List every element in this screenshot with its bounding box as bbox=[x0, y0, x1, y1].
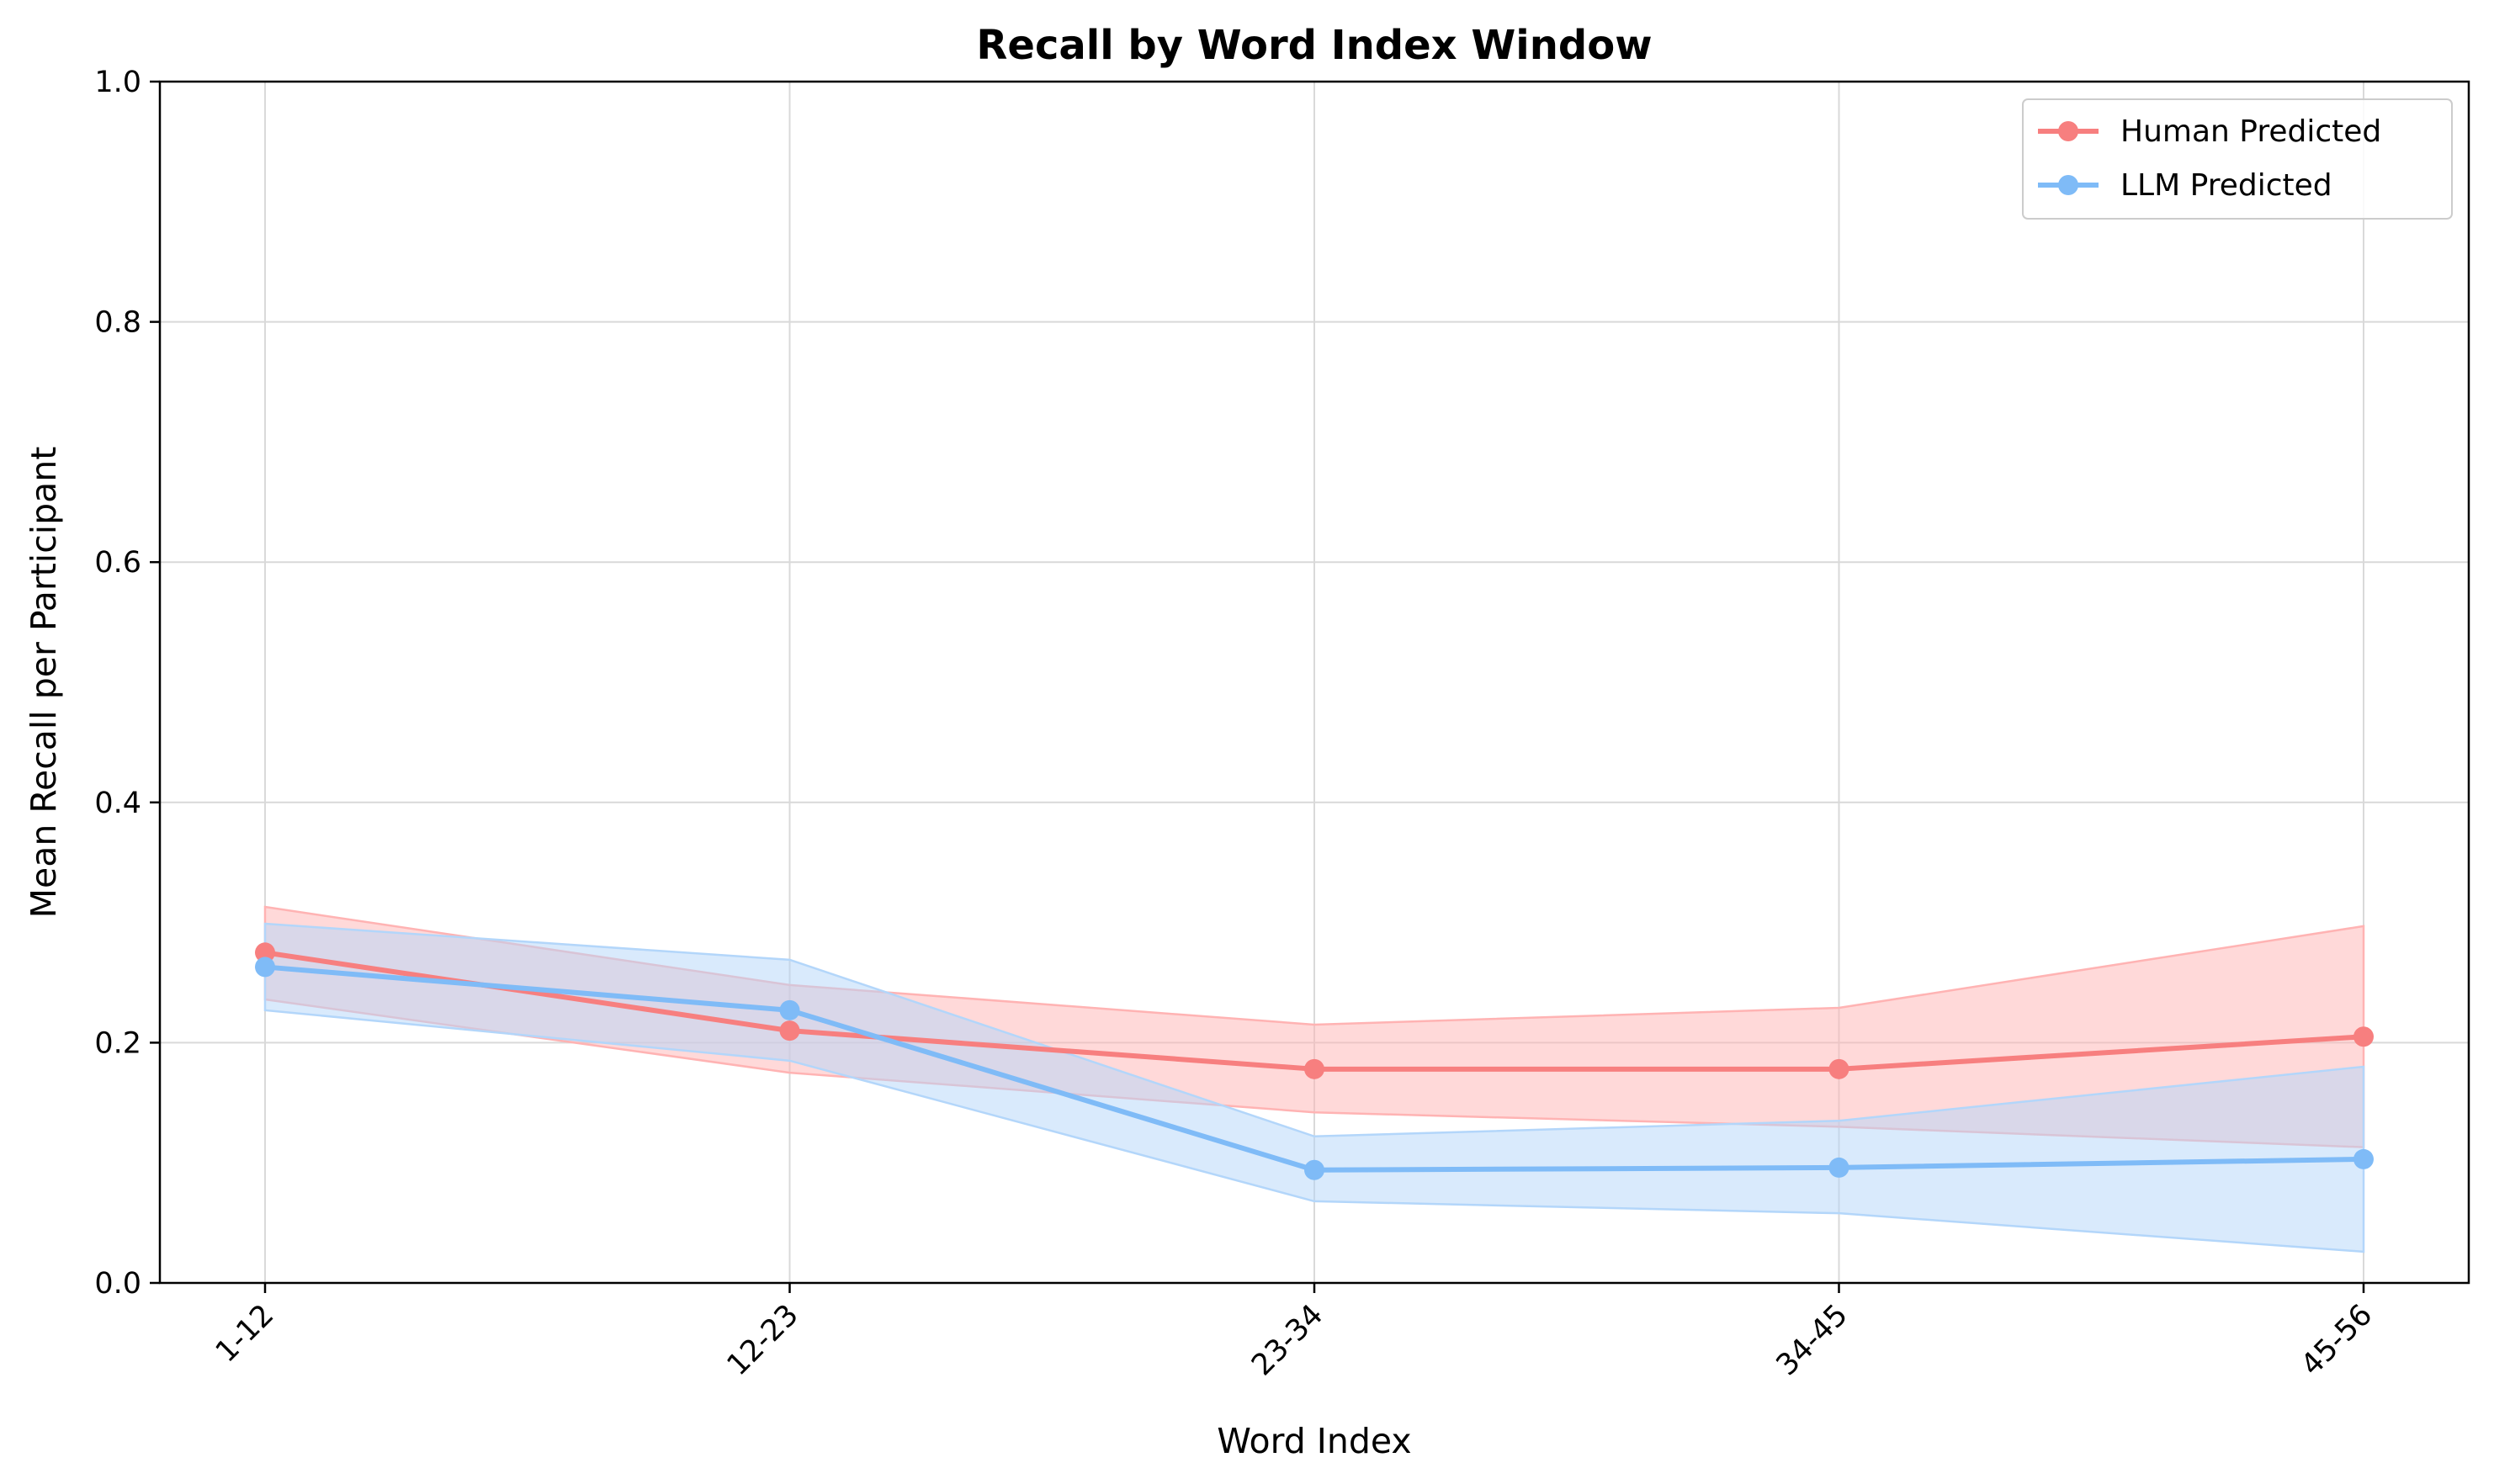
y-tick-label: 1.0 bbox=[94, 66, 141, 99]
data-point bbox=[1828, 1157, 1849, 1178]
y-tick-label: 0.0 bbox=[94, 1267, 141, 1301]
y-tick-label: 0.4 bbox=[94, 787, 141, 820]
x-axis-label: Word Index bbox=[1217, 1421, 1411, 1461]
legend-marker-1 bbox=[2058, 175, 2078, 195]
legend-box bbox=[2022, 98, 2453, 220]
legend-label-1: LLM Predicted bbox=[2120, 168, 2332, 203]
y-axis-ticks: 0.0 0.2 0.4 0.6 0.8 1.0 bbox=[94, 66, 160, 1301]
data-point bbox=[1304, 1058, 1324, 1079]
y-tick-label: 0.6 bbox=[94, 546, 141, 580]
data-point bbox=[255, 957, 275, 978]
y-tick-label: 0.2 bbox=[94, 1026, 141, 1060]
y-axis-label: Mean Recall per Participant bbox=[24, 447, 64, 919]
series-points bbox=[255, 942, 2374, 1180]
data-point bbox=[2353, 1026, 2374, 1047]
data-point bbox=[779, 999, 800, 1020]
data-point bbox=[1828, 1058, 1849, 1079]
chart-title: Recall by Word Index Window bbox=[976, 22, 1652, 69]
data-point bbox=[255, 942, 275, 963]
legend-label-0: Human Predicted bbox=[2120, 114, 2381, 149]
data-point bbox=[2353, 1148, 2374, 1169]
legend-marker-0 bbox=[2058, 121, 2078, 141]
legend: Human Predicted LLM Predicted bbox=[2022, 98, 2453, 220]
data-point bbox=[779, 1020, 800, 1041]
data-point bbox=[1304, 1159, 1324, 1180]
y-tick-label: 0.8 bbox=[94, 306, 141, 340]
